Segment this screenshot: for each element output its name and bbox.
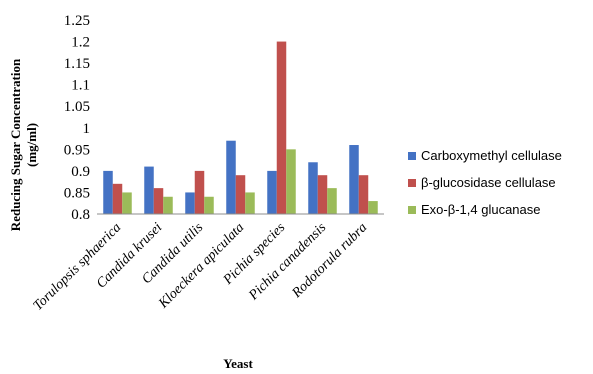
legend-label: Exo-β-1,4 glucanase xyxy=(421,202,541,217)
y-tick-label: 1.2 xyxy=(71,35,90,51)
y-axis-title-line-1: Reducing Sugar Concentration xyxy=(8,58,23,231)
legend-swatch xyxy=(408,206,416,214)
x-axis-title: Yeast xyxy=(223,356,253,371)
bar xyxy=(226,140,236,214)
bar xyxy=(317,175,328,214)
bar xyxy=(286,149,296,214)
bar xyxy=(308,162,318,214)
y-tick-label: 1.15 xyxy=(64,56,90,72)
y-axis: 0.8 0.85 0.9 0.95 1 1.05 1.1 1.15 1.2 1.25 xyxy=(64,13,90,223)
bar xyxy=(122,192,132,214)
bar xyxy=(349,145,359,214)
y-tick-label: 0.8 xyxy=(71,207,90,223)
y-tick-label: 0.95 xyxy=(64,142,90,158)
bar xyxy=(235,175,246,214)
bar xyxy=(144,166,154,214)
y-tick-label: 0.85 xyxy=(64,185,90,201)
y-tick-label: 1 xyxy=(83,121,91,137)
y-axis-title: Reducing Sugar Concentration (mg/ml) xyxy=(8,58,39,231)
bar xyxy=(153,188,164,214)
bar xyxy=(358,175,369,214)
bar xyxy=(276,41,287,215)
bar xyxy=(185,192,195,214)
bar xyxy=(163,196,173,214)
bar xyxy=(194,170,205,214)
bar xyxy=(103,170,113,214)
y-tick-label: 0.9 xyxy=(71,164,90,180)
legend-swatch xyxy=(408,179,416,187)
y-tick-label: 1.05 xyxy=(64,99,90,115)
bar xyxy=(368,201,378,214)
bar xyxy=(204,196,214,214)
legend-label: β-glucosidase cellulase xyxy=(421,175,556,190)
legend: Carboxymethyl cellulase β-glucosidase cel… xyxy=(408,148,562,217)
bar-series xyxy=(103,41,378,215)
bar xyxy=(327,188,337,214)
y-tick-label: 1.25 xyxy=(64,13,90,29)
legend-label: Carboxymethyl cellulase xyxy=(421,148,562,163)
y-axis-title-line-2: (mg/ml) xyxy=(24,123,39,167)
bar xyxy=(245,192,255,214)
x-tick-label: Rodotorula rubra xyxy=(289,220,370,301)
bar xyxy=(267,170,277,214)
legend-swatch xyxy=(408,152,416,160)
y-tick-label: 1.1 xyxy=(71,78,90,94)
bar xyxy=(112,183,123,214)
